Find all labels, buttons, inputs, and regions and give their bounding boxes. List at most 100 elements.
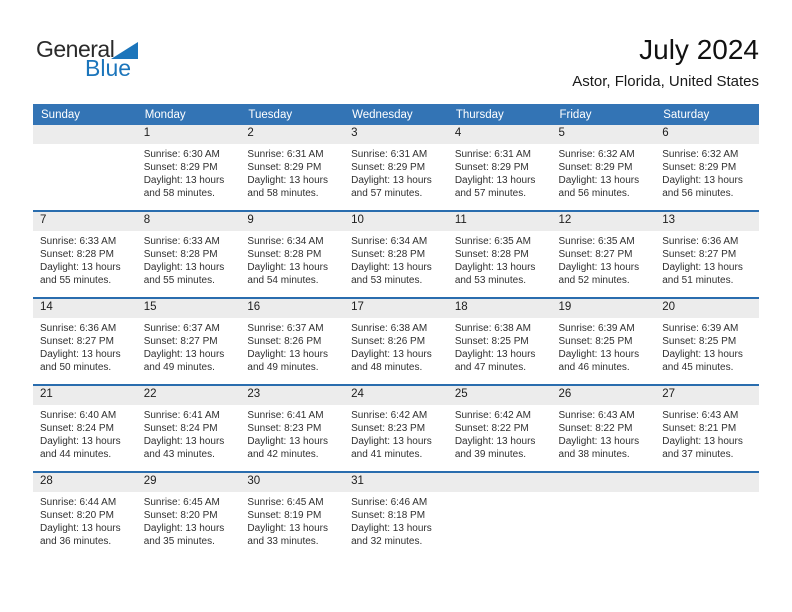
weekday-header-thursday: Thursday [447, 104, 552, 125]
date-strip [551, 473, 656, 492]
day-cell: 23 Sunrise: 6:41 AM Sunset: 8:23 PM Dayligh… [240, 384, 345, 472]
sunrise-text: Sunrise: 6:30 AM [143, 149, 220, 160]
day-cell: 11 Sunrise: 6:35 AM Sunset: 8:28 PM Dayligh… [447, 210, 552, 298]
sunrise-text: Sunrise: 6:32 AM [558, 149, 635, 160]
sunset-text: Sunset: 8:18 PM [351, 510, 426, 521]
daylight-text: Daylight: 13 hours and 54 minutes. [247, 262, 329, 286]
weekday-header-sunday: Sunday [33, 104, 137, 125]
day-cell: 2 Sunrise: 6:31 AM Sunset: 8:29 PM Daylight… [240, 125, 345, 211]
daylight-text: Daylight: 13 hours and 58 minutes. [247, 175, 329, 199]
sunrise-text: Sunrise: 6:37 AM [247, 323, 324, 334]
daylight-text: Daylight: 13 hours and 47 minutes. [454, 349, 536, 373]
date-strip: 31 [344, 473, 448, 492]
sunset-text: Sunset: 8:29 PM [247, 162, 322, 173]
day-cell: 24 Sunrise: 6:42 AM Sunset: 8:23 PM Dayligh… [344, 384, 448, 472]
date-number: 9 [247, 214, 254, 226]
sunset-text: Sunset: 8:28 PM [454, 249, 529, 260]
sunrise-text: Sunrise: 6:35 AM [454, 236, 531, 247]
date-number: 25 [454, 388, 468, 400]
date-number: 26 [558, 388, 572, 400]
week-row: 28 Sunrise: 6:44 AM Sunset: 8:20 PM Dayligh… [33, 471, 759, 558]
daylight-text: Daylight: 13 hours and 55 minutes. [143, 262, 225, 286]
day-cell: 1 Sunrise: 6:30 AM Sunset: 8:29 PM Daylight… [136, 125, 241, 211]
daylight-text: Daylight: 13 hours and 56 minutes. [558, 175, 640, 199]
sunset-text: Sunset: 8:22 PM [558, 423, 633, 434]
sunrise-text: Sunrise: 6:34 AM [351, 236, 428, 247]
sunset-text: Sunset: 8:20 PM [143, 510, 218, 521]
daylight-text: Daylight: 13 hours and 43 minutes. [143, 436, 225, 460]
daylight-text: Daylight: 13 hours and 57 minutes. [454, 175, 536, 199]
date-number: 11 [454, 214, 467, 226]
daylight-text: Daylight: 13 hours and 33 minutes. [247, 523, 329, 547]
sunrise-text: Sunrise: 6:38 AM [351, 323, 428, 334]
date-number: 28 [40, 475, 53, 487]
daylight-text: Daylight: 13 hours and 37 minutes. [662, 436, 743, 460]
sunset-text: Sunset: 8:27 PM [143, 336, 218, 347]
date-number: 4 [454, 127, 462, 139]
sunrise-text: Sunrise: 6:33 AM [40, 236, 117, 247]
sunset-text: Sunset: 8:24 PM [40, 423, 114, 434]
day-details: Sunrise: 6:37 AM Sunset: 8:27 PM Daylight:… [137, 318, 241, 374]
day-cell: 4 Sunrise: 6:31 AM Sunset: 8:29 PM Daylight… [447, 125, 552, 211]
day-details: Sunrise: 6:36 AM Sunset: 8:27 PM Daylight:… [33, 318, 137, 374]
calendar-table: Sunday Monday Tuesday Wednesday Thursday… [33, 104, 759, 558]
date-number: 2 [247, 127, 254, 139]
date-number: 7 [40, 214, 47, 226]
week-row: 21 Sunrise: 6:40 AM Sunset: 8:24 PM Dayligh… [33, 384, 759, 472]
sunset-text: Sunset: 8:23 PM [247, 423, 322, 434]
day-details: Sunrise: 6:42 AM Sunset: 8:23 PM Daylight:… [344, 405, 448, 461]
logo-text-general: General [36, 36, 115, 62]
date-number: 14 [40, 301, 53, 313]
date-number: 10 [351, 214, 364, 226]
sunrise-text: Sunrise: 6:43 AM [558, 410, 635, 421]
empty-day-cell [655, 471, 759, 558]
sunset-text: Sunset: 8:26 PM [351, 336, 426, 347]
day-details: Sunrise: 6:32 AM Sunset: 8:29 PM Daylight:… [655, 144, 759, 200]
date-strip [655, 473, 759, 492]
date-strip: 30 [240, 473, 345, 492]
daylight-text: Daylight: 13 hours and 49 minutes. [247, 349, 329, 373]
date-strip: 24 [344, 386, 448, 405]
date-strip: 7 [33, 212, 137, 231]
date-strip: 11 [447, 212, 552, 231]
logo-text-blue: Blue [85, 55, 132, 81]
sunset-text: Sunset: 8:28 PM [143, 249, 218, 260]
day-cell: 7 Sunrise: 6:33 AM Sunset: 8:28 PM Daylight… [33, 210, 137, 298]
sunrise-text: Sunrise: 6:45 AM [247, 497, 324, 508]
sunrise-text: Sunrise: 6:31 AM [351, 149, 428, 160]
sunset-text: Sunset: 8:19 PM [247, 510, 322, 521]
date-strip: 3 [344, 125, 448, 144]
day-details: Sunrise: 6:43 AM Sunset: 8:21 PM Daylight:… [655, 405, 759, 461]
day-cell: 12 Sunrise: 6:35 AM Sunset: 8:27 PM Dayligh… [551, 210, 656, 298]
date-strip: 6 [655, 125, 759, 144]
daylight-text: Daylight: 13 hours and 42 minutes. [247, 436, 329, 460]
date-number: 22 [143, 388, 157, 400]
date-number: 29 [143, 475, 157, 487]
daylight-text: Daylight: 13 hours and 57 minutes. [351, 175, 432, 199]
date-number: 21 [40, 388, 53, 400]
day-cell: 6 Sunrise: 6:32 AM Sunset: 8:29 PM Daylight… [655, 125, 759, 211]
sunrise-text: Sunrise: 6:42 AM [351, 410, 428, 421]
logo-top-row: General [36, 36, 139, 62]
date-strip: 19 [551, 299, 656, 318]
sunrise-text: Sunrise: 6:45 AM [143, 497, 220, 508]
date-number: 3 [351, 127, 358, 139]
daylight-text: Daylight: 13 hours and 39 minutes. [454, 436, 536, 460]
sunrise-text: Sunrise: 6:34 AM [247, 236, 324, 247]
daylight-text: Daylight: 13 hours and 36 minutes. [40, 523, 121, 547]
day-cell: 26 Sunrise: 6:43 AM Sunset: 8:22 PM Dayligh… [551, 384, 656, 472]
date-number: 27 [662, 388, 676, 400]
empty-day-cell [551, 471, 656, 558]
daylight-text: Daylight: 13 hours and 41 minutes. [351, 436, 432, 460]
week-row: 1 Sunrise: 6:30 AM Sunset: 8:29 PM Daylight… [33, 125, 759, 211]
date-strip: 16 [240, 299, 345, 318]
day-details: Sunrise: 6:38 AM Sunset: 8:25 PM Daylight:… [448, 318, 552, 374]
date-number: 16 [247, 301, 261, 313]
daylight-text: Daylight: 13 hours and 44 minutes. [40, 436, 121, 460]
daylight-text: Daylight: 13 hours and 49 minutes. [143, 349, 225, 373]
day-details: Sunrise: 6:46 AM Sunset: 8:18 PM Daylight:… [344, 492, 448, 548]
daylight-text: Daylight: 13 hours and 52 minutes. [558, 262, 640, 286]
day-cell: 20 Sunrise: 6:39 AM Sunset: 8:25 PM Dayligh… [655, 297, 759, 385]
weekday-header-tuesday: Tuesday [240, 104, 345, 125]
